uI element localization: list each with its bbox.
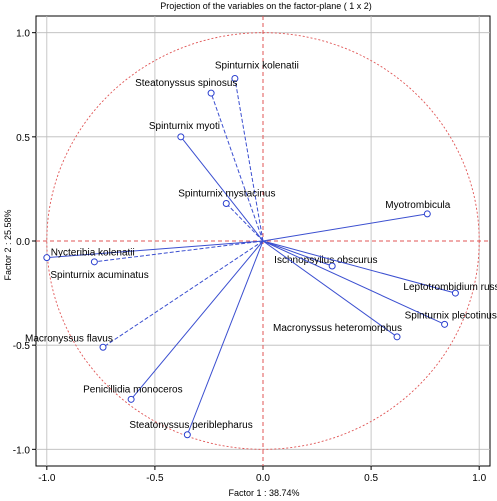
data-point	[177, 133, 185, 141]
data-point	[43, 254, 51, 262]
y-axis-title: Factor 2 : 25.58%	[3, 209, 13, 280]
point-label: Spinturnix myoti	[149, 121, 220, 132]
x-axis-title: Factor 1 : 38.74%	[228, 488, 299, 498]
x-tick-label: 0.0	[256, 473, 270, 484]
vector-line	[262, 240, 456, 294]
vector-line	[225, 203, 264, 242]
point-label: Nycteribia kolenatii	[51, 248, 135, 259]
x-tick-label: 0.5	[364, 473, 378, 484]
data-point	[328, 262, 336, 270]
point-label: Macronyssus flavus	[25, 333, 113, 344]
point-label: Steatonyssus periblepharus	[129, 420, 252, 431]
y-tick-label: 1.0	[16, 29, 30, 40]
point-label: Leptotrombidium russicum	[403, 282, 497, 293]
vector-line	[262, 240, 445, 325]
data-point	[441, 320, 449, 328]
data-point	[231, 75, 239, 82]
vector-line	[94, 240, 264, 263]
data-point	[451, 289, 459, 297]
data-point	[423, 210, 431, 218]
vector-line	[46, 240, 264, 259]
y-tick-label: 0.5	[16, 133, 30, 144]
point-label: Penicillidia monoceros	[83, 384, 183, 395]
data-point	[393, 333, 401, 341]
point-label: Spinturnix plecotinus	[405, 310, 497, 321]
data-point	[222, 200, 230, 207]
vector-line	[262, 240, 398, 338]
data-point	[183, 431, 191, 439]
y-tick-label: 0.0	[16, 237, 30, 248]
point-label: Macronyssus heteromorphus	[273, 323, 402, 334]
x-tick-label: -1.0	[38, 473, 56, 484]
x-tick-label: 1.0	[472, 473, 486, 484]
correlation-circle	[46, 32, 480, 450]
vector-line	[102, 240, 264, 348]
vector-line	[130, 240, 264, 400]
x-tick-label: -0.5	[146, 473, 164, 484]
vector-line	[234, 78, 264, 242]
vector-line	[262, 240, 333, 267]
data-point	[207, 89, 215, 97]
data-point	[90, 258, 98, 266]
point-label: Spinturnix acuminatus	[50, 270, 148, 281]
vector-line	[210, 92, 264, 242]
plot-area: -1.0 -0.5 0.0 0.5 1.0 -1.0 -0.5 0.0 0.5 1.0 Spintu…	[13, 15, 497, 484]
y-tick-label: -1.0	[13, 445, 31, 456]
point-label: Spinturnix kolenatii	[215, 61, 299, 72]
vector-line	[186, 240, 264, 435]
point-label: Spinturnix mystacinus	[178, 189, 275, 200]
vector-line	[262, 213, 428, 242]
point-label: Myotrombicula	[385, 200, 450, 211]
vector-line	[180, 136, 264, 242]
data-point	[99, 343, 107, 351]
point-label: Ischnopsyllus obscurus	[274, 255, 377, 266]
chart-title: Projection of the variables on the facto…	[160, 1, 372, 11]
point-label: Steatonyssus spinosus	[135, 78, 237, 89]
data-point	[127, 395, 135, 403]
y-tick-label: -0.5	[13, 341, 31, 352]
